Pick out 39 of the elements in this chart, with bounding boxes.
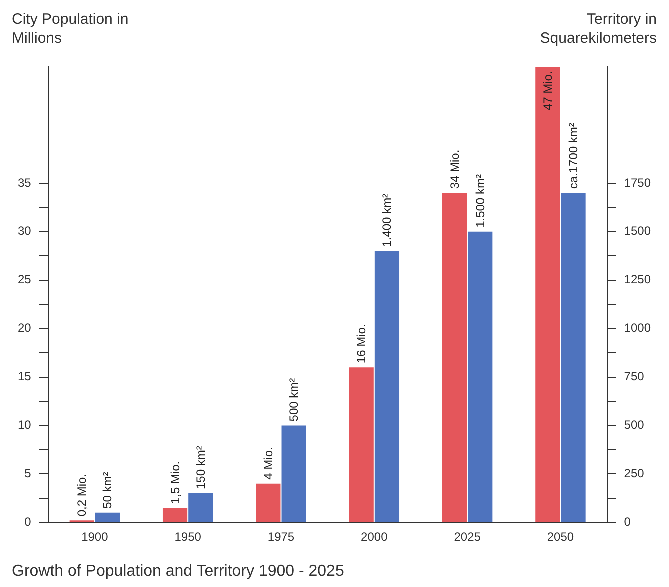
- y-tick-label: 25: [18, 272, 32, 287]
- y-axis-title: City Population in Millions: [12, 10, 130, 48]
- data-label: 1,5 Mio.: [168, 461, 182, 504]
- y-tick-label: 0: [24, 514, 32, 529]
- y2-tick-label: 750: [624, 370, 645, 384]
- x-tick-label: 2050: [547, 530, 574, 544]
- y2-tick-label: 250: [624, 466, 645, 480]
- y-tick-label: 10: [18, 418, 32, 432]
- data-label: 0,2 Mio.: [75, 474, 90, 517]
- y2-tick-label: 1500: [624, 224, 652, 238]
- text: Growth of Population and Territory 1900 - 2025: [12, 562, 344, 581]
- data-label: 50 km²: [100, 472, 115, 509]
- x-tick-label: 1900: [82, 530, 109, 544]
- y-tick-label: 5: [24, 466, 32, 480]
- y-tick-label: 15: [18, 370, 32, 384]
- data-label: 4 Mio.: [261, 447, 276, 480]
- data-label: 500 km²: [287, 378, 302, 422]
- data-label: 150 km²: [194, 446, 208, 490]
- data-label: 34 Mio.: [448, 150, 462, 190]
- data-label: 1.500 km²: [473, 174, 488, 228]
- y2-tick-label: 1000: [624, 321, 652, 336]
- y-tick-label: 20: [18, 321, 32, 336]
- data-label: 1.400 km²: [380, 194, 394, 248]
- bar: [282, 426, 306, 522]
- y-tick-label: 35: [18, 176, 32, 190]
- y-tick-label: 30: [18, 224, 32, 238]
- y2-tick-label: 1250: [624, 272, 652, 287]
- bar: [95, 512, 120, 522]
- x-tick-label: 2000: [361, 530, 388, 544]
- y2-tick-label: 0: [624, 514, 632, 529]
- y2-axis-title: Territory in Squarekilometers: [539, 10, 657, 48]
- x-tick-label: 1950: [174, 530, 202, 544]
- data-label: 47 Mio.: [540, 71, 555, 111]
- x-tick-label: 2025: [454, 530, 482, 544]
- y2-tick-label: 1750: [624, 176, 652, 190]
- y2-tick-label: 500: [624, 418, 645, 432]
- data-label: ca.1700 km²: [566, 123, 581, 190]
- data-label: 16 Mio.: [354, 324, 369, 364]
- x-tick-label: 1975: [268, 530, 295, 544]
